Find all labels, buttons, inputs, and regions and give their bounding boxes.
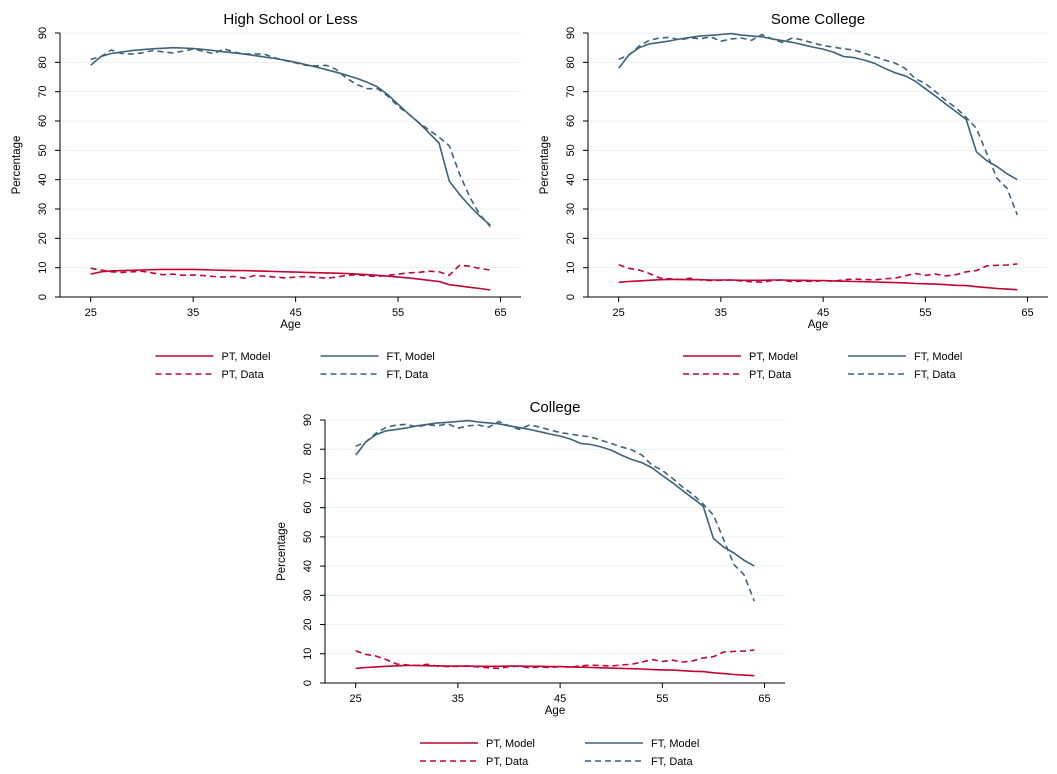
- x-tick-label: 65: [494, 307, 506, 319]
- y-tick-label: 30: [565, 203, 577, 215]
- x-axis-label: Age: [808, 319, 828, 331]
- series-line-pt-data: [90, 264, 491, 280]
- y-tick-label: 20: [302, 618, 314, 630]
- legend-label-ft-data: FT, Data: [914, 369, 956, 381]
- y-tick-label: 10: [37, 262, 49, 274]
- chart-title: High School or Less: [223, 11, 357, 28]
- legend-label-ft-model: FT, Model: [651, 738, 699, 750]
- x-tick-label: 65: [1021, 307, 1033, 319]
- series-line-pt-model: [90, 268, 491, 291]
- x-axis-label: Age: [280, 319, 300, 331]
- x-tick-label: 25: [85, 307, 97, 319]
- x-tick-label: 55: [656, 693, 668, 705]
- x-tick-label: 35: [715, 307, 727, 319]
- y-tick-label: 10: [565, 262, 577, 274]
- y-tick-label: 40: [302, 560, 314, 572]
- x-tick-label: 45: [289, 307, 301, 319]
- y-tick-label: 80: [565, 56, 577, 68]
- chart-title: College: [530, 399, 581, 416]
- legend-label-pt-data: PT, Data: [749, 369, 792, 381]
- y-tick-label: 40: [37, 174, 49, 186]
- y-tick-label: 20: [37, 232, 49, 244]
- x-axis-label: Age: [545, 705, 565, 717]
- series-line-ft-model: [618, 32, 1018, 181]
- y-tick-label: 60: [565, 115, 577, 127]
- legend-label-pt-data: PT, Data: [486, 756, 529, 768]
- y-tick-label: 0: [565, 294, 577, 300]
- y-tick-label: 50: [302, 531, 314, 543]
- legend-label-ft-model: FT, Model: [387, 351, 435, 363]
- y-tick-label: 70: [565, 86, 577, 98]
- series-line-ft-data: [90, 47, 491, 228]
- y-tick-label: 50: [37, 144, 49, 156]
- y-tick-label: 0: [302, 680, 314, 686]
- y-tick-label: 60: [37, 115, 49, 127]
- series-line-pt-data: [618, 263, 1018, 284]
- chart-panel-3: College 0 10 20 30 40 50 60 70 80 90 25 35 45 55 65 Age P…: [276, 399, 785, 768]
- x-tick-label: 35: [187, 307, 199, 319]
- legend-label-pt-model: PT, Model: [749, 351, 798, 363]
- legend-label-ft-data: FT, Data: [387, 369, 429, 381]
- y-tick-label: 10: [302, 648, 314, 660]
- y-tick-label: 50: [565, 144, 577, 156]
- y-tick-label: 60: [302, 502, 314, 514]
- legend-label-pt-data: PT, Data: [222, 369, 265, 381]
- legend: PT, Model PT, Data FT, Model FT, Data: [155, 351, 435, 381]
- chart-panel-2: Some College 0 10 20 30 40 50 60 70 80 90 25 35 45 55 6…: [539, 11, 1048, 381]
- y-axis-label: Percentage: [11, 136, 23, 195]
- y-tick-label: 20: [565, 232, 577, 244]
- y-tick-label: 70: [37, 86, 49, 98]
- y-axis-label: Percentage: [276, 522, 288, 581]
- legend-label-pt-model: PT, Model: [486, 738, 535, 750]
- x-tick-label: 25: [613, 307, 625, 319]
- legend-label-pt-model: PT, Model: [222, 351, 271, 363]
- series-line-ft-model: [90, 46, 491, 226]
- y-tick-label: 0: [37, 294, 49, 300]
- chart-title: Some College: [771, 11, 865, 28]
- x-tick-label: 55: [919, 307, 931, 319]
- y-tick-label: 80: [302, 443, 314, 455]
- y-tick-label: 30: [302, 589, 314, 601]
- x-tick-label: 45: [817, 307, 829, 319]
- y-tick-label: 90: [302, 414, 314, 426]
- chart-panel-1: High School or Less 0 10 20 30 40 50 60 70 80 90 25…: [11, 11, 521, 381]
- series-line-pt-data: [355, 649, 755, 670]
- y-tick-label: 90: [565, 27, 577, 39]
- x-tick-label: 25: [350, 693, 362, 705]
- y-tick-label: 80: [37, 56, 49, 68]
- y-tick-label: 40: [565, 174, 577, 186]
- y-tick-label: 90: [37, 27, 49, 39]
- x-tick-label: 35: [452, 693, 464, 705]
- legend-label-ft-data: FT, Data: [651, 756, 693, 768]
- series-line-ft-model: [355, 419, 755, 567]
- x-tick-label: 45: [554, 693, 566, 705]
- legend: PT, Model PT, Data FT, Model FT, Data: [420, 738, 699, 768]
- y-tick-label: 30: [37, 203, 49, 215]
- x-tick-label: 55: [392, 307, 404, 319]
- y-tick-label: 70: [302, 472, 314, 484]
- series-line-ft-data: [355, 420, 756, 602]
- series-line-ft-data: [618, 33, 1019, 216]
- legend: PT, Model PT, Data FT, Model FT, Data: [683, 351, 962, 381]
- x-tick-label: 65: [758, 693, 770, 705]
- legend-label-ft-model: FT, Model: [914, 351, 962, 363]
- y-axis-label: Percentage: [539, 136, 551, 195]
